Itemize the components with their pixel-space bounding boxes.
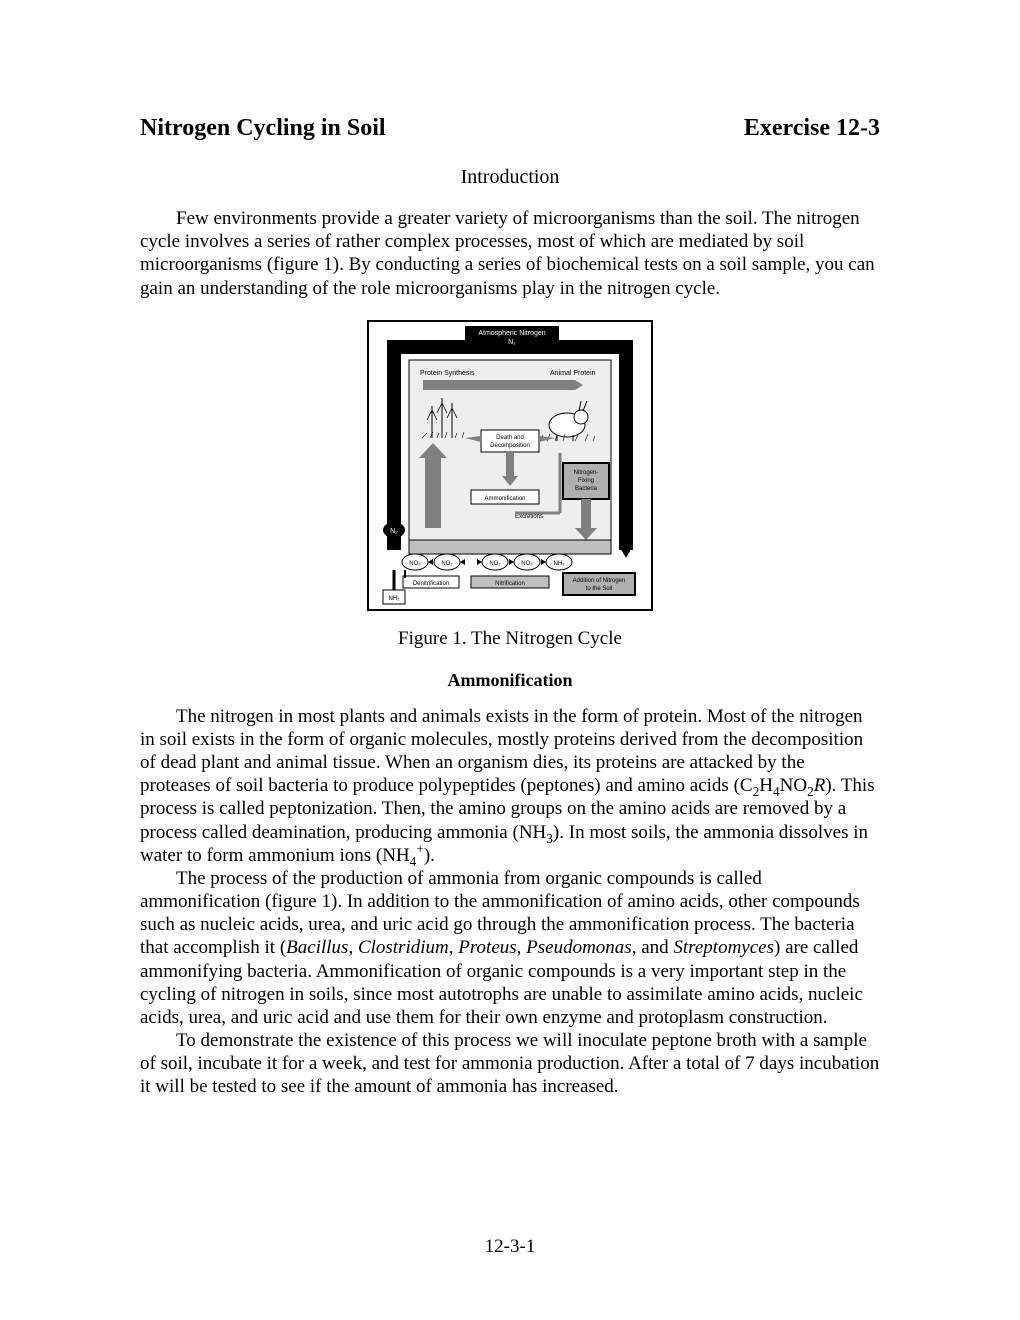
ammon-heading: Ammonification [140,670,880,691]
diagram-label-nitr: Nitrification [495,581,525,587]
diagram-label-ammon: Ammonification [484,496,525,502]
figure-caption: Figure 1. The Nitrogen Cycle [140,628,880,650]
ammon-para-2: The process of the production of ammonia… [140,867,880,1029]
diagram-label-nh3b: NH₃ [388,596,400,602]
diagram-label-denit: Denitrification [413,581,449,587]
diagram-label-no2b: NO₂ [489,561,501,567]
intro-para-1: Few environments provide a greater varie… [140,207,880,300]
page: Nitrogen Cycling in Soil Exercise 12-3 I… [0,0,1020,1320]
diagram-label-no2a: NO₂ [441,561,453,567]
ammon-p1a: The nitrogen in most plants and animals … [140,706,863,797]
diagram-label-excr: Excretions [515,514,543,520]
diagram-label-death: Death and [496,435,524,441]
diagram-label-nfb1: Nitrogen- [574,470,599,476]
page-number: 12-3-1 [0,1236,1020,1258]
diagram-label-atm2: N₂ [508,339,516,346]
intro-heading: Introduction [140,166,880,189]
diagram-label-animal-protein: Animal Protein [550,370,596,377]
nitrogen-cycle-diagram: Atmospheric Nitrogen N₂ Protein Synthesi… [365,318,655,613]
title-right: Exercise 12-3 [744,115,880,142]
header-line: Nitrogen Cycling in Soil Exercise 12-3 [140,115,880,142]
diagram-label-add1: Addition of Nitrogen [573,578,626,584]
diagram-label-decomp: Decomposition [490,443,530,449]
diagram-label-no3a: NO₃ [409,561,421,567]
title-left: Nitrogen Cycling in Soil [140,115,386,142]
ammon-para-3: To demonstrate the existence of this pro… [140,1029,880,1099]
diagram-label-add2: to the Soil [586,586,613,592]
diagram-label-nfb2: Fixing [578,478,594,484]
diagram-label-atm: Atmospheric Nitrogen [478,330,545,337]
diagram-label-n2: N₂ [390,528,398,535]
ammon-p1d: ). [424,845,435,866]
diagram-label-no3b: NO₃ [521,561,533,567]
ammon-para-1: The nitrogen in most plants and animals … [140,705,880,867]
genus-0: Bacillus [286,937,348,958]
genus-1: Clostridium [358,937,449,958]
figure-wrap: Atmospheric Nitrogen N₂ Protein Synthesi… [140,318,880,650]
diagram-label-protein-synth: Protein Synthesis [420,370,475,377]
genus-3: Pseudomonas [526,937,632,958]
genus-4: Streptomyces [673,937,774,958]
genus-2: Proteus [458,937,516,958]
diagram-label-nfb3: Bacteria [575,486,598,492]
diagram-label-nh3a: NH₃ [553,561,565,567]
